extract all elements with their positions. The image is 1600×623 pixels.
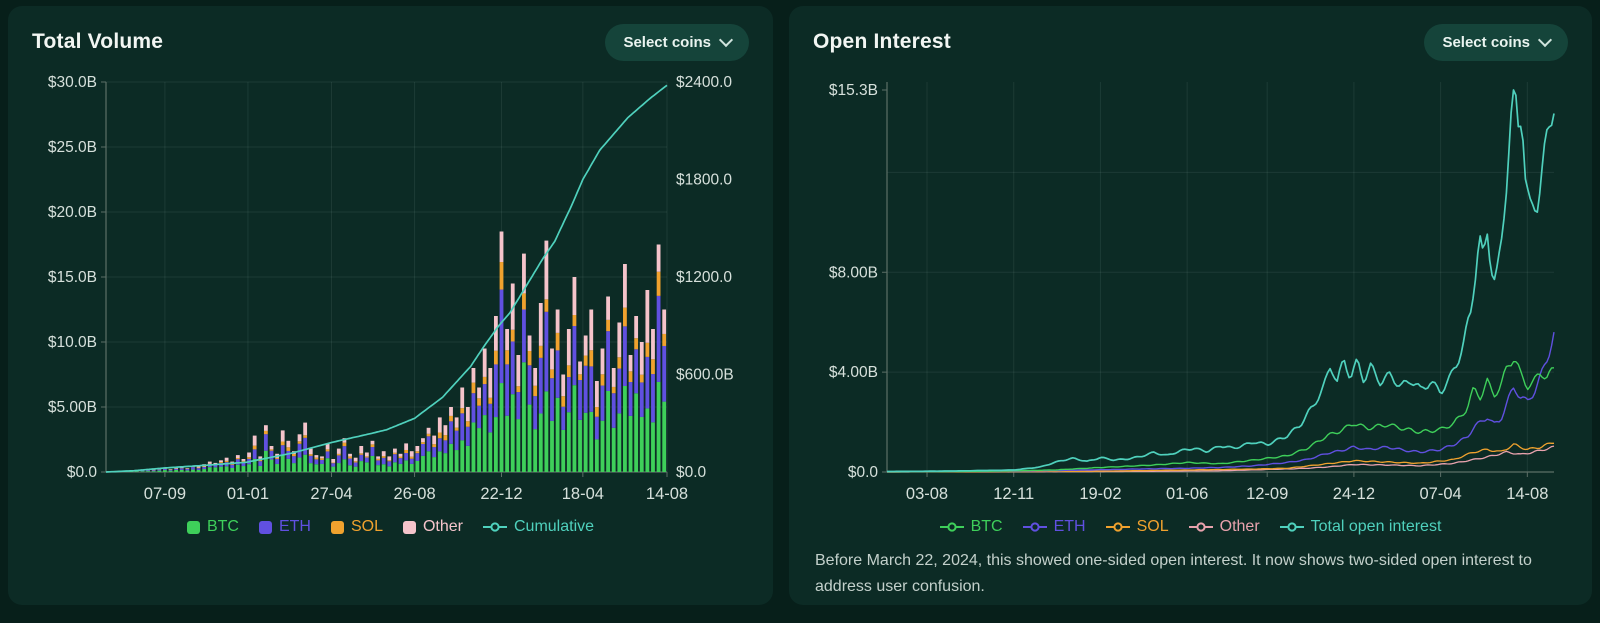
svg-text:26-08: 26-08 [393, 485, 435, 503]
svg-text:03-08: 03-08 [906, 485, 948, 503]
open-interest-title: Open Interest [813, 30, 951, 53]
legend-item-other: Other [402, 518, 463, 536]
svg-text:$1800.0: $1800.0 [676, 172, 732, 189]
cumulative-legend-marker-icon [483, 522, 507, 532]
svg-text:$10.0B: $10.0B [48, 334, 97, 351]
select-coins-button-oi[interactable]: Select coins [1424, 23, 1568, 61]
open-interest-note: Before March 22, 2024, this showed one-s… [815, 552, 1532, 596]
svg-text:$4.00B: $4.00B [829, 364, 878, 381]
legend-label: Cumulative [514, 518, 595, 535]
other-legend-marker-icon [402, 520, 416, 534]
btc-legend-marker-icon [186, 520, 200, 534]
svg-text:$0.0: $0.0 [676, 464, 707, 481]
svg-text:$15.0B: $15.0B [48, 269, 97, 286]
svg-text:18-04: 18-04 [562, 485, 604, 503]
svg-text:$0.0: $0.0 [848, 464, 879, 481]
svg-text:22-12: 22-12 [480, 485, 522, 503]
svg-text:$5.00B: $5.00B [48, 399, 97, 416]
svg-text:01-01: 01-01 [227, 485, 269, 503]
svg-text:$0.0: $0.0 [67, 464, 98, 481]
eth-legend-marker-icon [1022, 522, 1047, 532]
sol-legend-marker-icon [1105, 522, 1130, 532]
svg-text:$30.0B: $30.0B [48, 74, 97, 91]
legend-label: Total open interest [1310, 518, 1442, 535]
total-open-interest-legend-marker-icon [1279, 522, 1304, 532]
eth-legend-marker-icon [258, 520, 272, 534]
chevron-down-icon [718, 32, 734, 48]
legend-item-eth: ETH [1022, 518, 1086, 536]
legend-label: BTC [206, 518, 239, 535]
svg-text:07-09: 07-09 [144, 485, 186, 503]
svg-text:$2400.0: $2400.0 [676, 74, 732, 91]
svg-text:$1200.0: $1200.0 [676, 269, 732, 286]
legend-label: ETH [278, 518, 311, 535]
svg-text:$25.0B: $25.0B [48, 139, 97, 156]
btc-legend-marker-icon [939, 522, 964, 532]
legend-item-eth: ETH [258, 518, 311, 536]
svg-text:12-11: 12-11 [993, 485, 1034, 503]
select-coins-label: Select coins [1442, 33, 1530, 51]
legend-label: SOL [1136, 518, 1169, 535]
svg-text:27-04: 27-04 [310, 485, 352, 503]
svg-text:19-02: 19-02 [1079, 485, 1121, 503]
select-coins-button-volume[interactable]: Select coins [605, 23, 749, 61]
legend-item-total-open-interest: Total open interest [1279, 518, 1442, 536]
legend-item-other: Other [1188, 518, 1260, 536]
total-volume-legend: BTC ETH SOL Other Cumulative [32, 518, 749, 536]
open-interest-header: Open Interest Select coins [813, 20, 1568, 64]
legend-item-sol: SOL [1105, 518, 1169, 536]
legend-item-sol: SOL [330, 518, 383, 536]
select-coins-label: Select coins [623, 33, 711, 51]
svg-text:24-12: 24-12 [1333, 485, 1375, 503]
open-interest-chart[interactable]: $0.0 $4.00B $8.00B $15.3B 03-08 12-11 19-02 01-… [813, 66, 1568, 516]
legend-item-btc: BTC [186, 518, 239, 536]
legend-item-cumulative: Cumulative [483, 518, 594, 536]
legend-label: Other [422, 518, 463, 535]
open-interest-legend: BTC ETH SOL Other Total open interest [813, 518, 1568, 536]
svg-text:$600.0B: $600.0B [676, 367, 734, 384]
total-volume-chart[interactable]: $0.0 $5.00B $10.0B $15.0B $20.0B $25.0B $30.0B… [32, 66, 749, 516]
open-interest-panel: Open Interest Select coins $0.0 $4.00B $8.… [789, 6, 1592, 605]
svg-text:07-04: 07-04 [1420, 485, 1462, 503]
svg-text:14-08: 14-08 [646, 485, 688, 503]
svg-text:12-09: 12-09 [1246, 485, 1288, 503]
svg-text:01-06: 01-06 [1166, 485, 1208, 503]
svg-text:$8.00B: $8.00B [829, 264, 878, 281]
total-volume-panel: Total Volume Select coins $0.0 $5.00B $10.… [8, 6, 773, 605]
other-legend-marker-icon [1188, 522, 1213, 532]
svg-text:$20.0B: $20.0B [48, 204, 97, 221]
legend-label: ETH [1053, 518, 1086, 535]
svg-text:14-08: 14-08 [1506, 485, 1548, 503]
total-volume-header: Total Volume Select coins [32, 20, 749, 64]
legend-label: SOL [350, 518, 383, 535]
sol-legend-marker-icon [330, 520, 344, 534]
legend-label: Other [1219, 518, 1260, 535]
legend-item-btc: BTC [939, 518, 1003, 536]
svg-text:$15.3B: $15.3B [829, 82, 878, 99]
legend-label: BTC [970, 518, 1003, 535]
chevron-down-icon [1537, 32, 1553, 48]
total-volume-title: Total Volume [32, 30, 164, 53]
